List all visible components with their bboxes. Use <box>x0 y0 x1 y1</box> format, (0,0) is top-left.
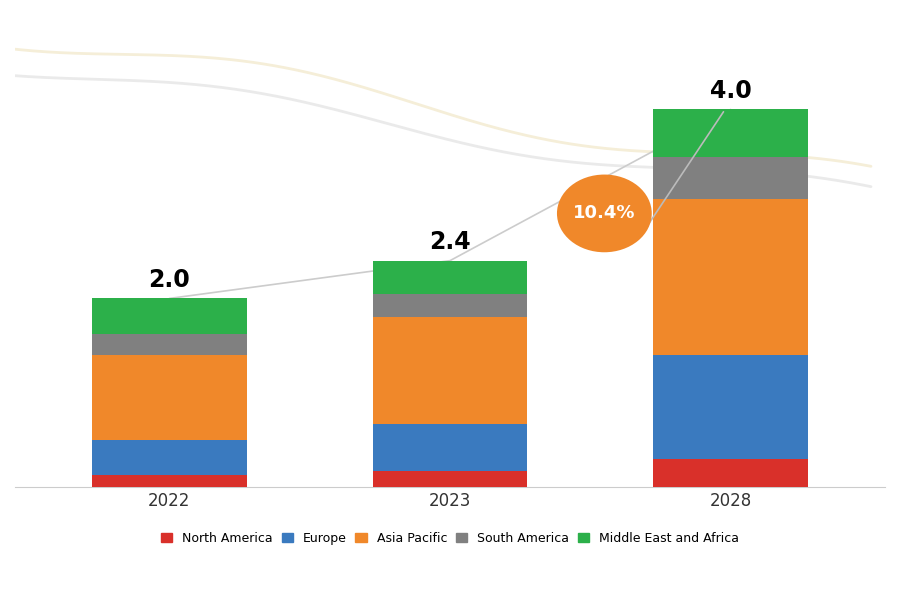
Bar <box>653 157 808 199</box>
Bar <box>653 459 808 487</box>
Ellipse shape <box>557 175 652 252</box>
Bar <box>92 355 247 440</box>
Bar <box>653 109 808 157</box>
Bar <box>373 294 527 317</box>
Legend: North America, Europe, Asia Pacific, South America, Middle East and Africa: North America, Europe, Asia Pacific, Sou… <box>156 527 744 550</box>
Text: 2.0: 2.0 <box>148 268 190 292</box>
Bar <box>92 475 247 487</box>
Bar <box>373 317 527 424</box>
Text: 2.4: 2.4 <box>429 230 471 254</box>
Bar <box>92 298 247 334</box>
Bar <box>653 355 808 459</box>
Bar <box>373 260 527 294</box>
Bar <box>373 424 527 472</box>
Bar <box>92 440 247 475</box>
Bar <box>92 334 247 355</box>
Text: 10.4%: 10.4% <box>573 205 635 223</box>
Text: 4.0: 4.0 <box>710 79 752 103</box>
Bar <box>373 472 527 487</box>
Bar <box>653 199 808 355</box>
